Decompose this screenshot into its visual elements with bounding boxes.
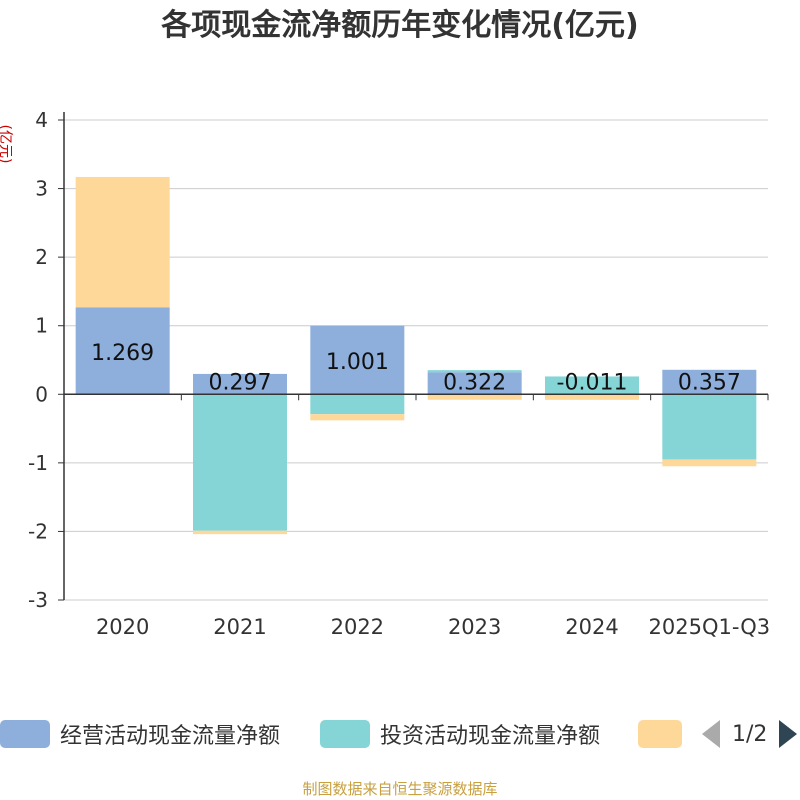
legend-swatch (638, 720, 682, 748)
y-tick-label: -3 (28, 588, 48, 612)
x-tick-label: 2021 (213, 615, 266, 639)
bar-s1-2021 (193, 373, 287, 395)
bar-s1-2020 (75, 307, 170, 395)
bar-s2-2021 (193, 394, 287, 531)
data-label: 1.001 (326, 350, 389, 375)
legend-label: 投资活动现金流量净额 (380, 724, 601, 749)
y-tick-label: -2 (28, 519, 48, 543)
legend-label: 经营活动现金流量净额 (60, 724, 281, 749)
legend-swatch (0, 720, 50, 748)
bar-s1-2025Q1-Q3 (662, 369, 757, 395)
legend-pager: 1/2 (700, 716, 800, 752)
source-note: 制图数据来自恒生聚源数据库 (302, 780, 498, 798)
next-page-icon[interactable] (779, 720, 798, 748)
data-label: 1.269 (91, 341, 154, 366)
bar-s3-2025Q1-Q3 (662, 459, 757, 467)
x-tick-label: 2024 (565, 615, 618, 639)
bar-s2-2024 (545, 376, 639, 395)
y-tick-label: 0 (35, 382, 48, 406)
bar-s3-2024 (545, 395, 639, 400)
data-label: -0.011 (557, 370, 628, 395)
bar-s3-2022 (310, 414, 405, 421)
chart-canvas: 4 3 2 1 0 -1 -2 -3 2020 2021 2022 2023 2024 2025Q1-Q3… (28, 108, 771, 639)
bar-s3-2020 (75, 176, 170, 308)
bar-s1-2023 (427, 372, 522, 395)
legend-item-investing[interactable]: 投资活动现金流量净额 (320, 716, 600, 752)
y-tick-label: 2 (35, 245, 48, 269)
bar-s1-2022 (310, 325, 405, 395)
legend-swatch (320, 720, 370, 748)
bar-s2-2023 (427, 370, 522, 373)
data-label: 0.357 (678, 370, 741, 395)
legend-item-operating[interactable]: 经营活动现金流量净额 (0, 716, 280, 752)
prev-page-icon[interactable] (702, 720, 720, 748)
bar-s3-2021 (193, 530, 287, 535)
y-tick-label: 4 (35, 108, 48, 132)
chart-title: 各项现金流净额历年变化情况(亿元) (161, 8, 639, 43)
legend: 经营活动现金流量净额 投资活动现金流量净额 1/2 (0, 716, 800, 752)
data-label: 0.297 (209, 370, 272, 395)
bar-s2-2025Q1-Q3 (662, 394, 757, 460)
x-tick-label: 2023 (448, 615, 501, 639)
bar-s2-2022 (310, 394, 405, 415)
legend-page-indicator: 1/2 (732, 721, 768, 747)
y-tick-label: 1 (35, 314, 48, 338)
x-tick-label: 2022 (331, 615, 384, 639)
x-tick-label: 2025Q1-Q3 (649, 615, 771, 639)
bar-s3-2023 (427, 394, 522, 400)
y-tick-label: 3 (35, 177, 48, 201)
x-tick-label: 2020 (96, 615, 149, 639)
legend-item-financing[interactable] (638, 716, 682, 752)
y-tick-label: -1 (28, 451, 48, 475)
data-label: 0.322 (443, 370, 506, 395)
